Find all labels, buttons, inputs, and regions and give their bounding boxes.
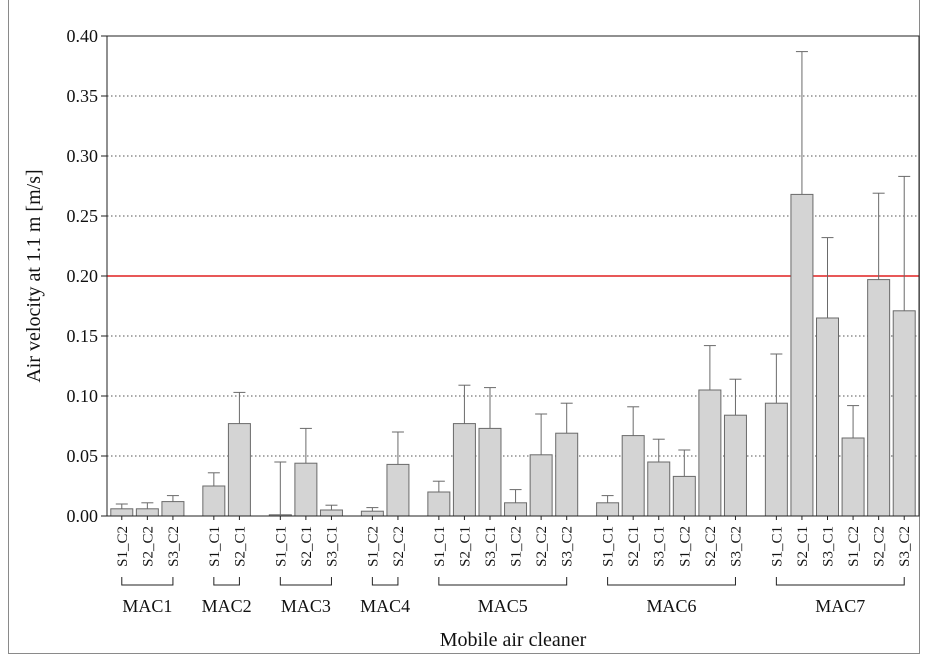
category-label: S3_C1 (483, 526, 499, 567)
group-bracket (279, 577, 332, 586)
bar (360, 510, 384, 517)
bar (723, 414, 747, 517)
category-label: S2_C1 (795, 526, 811, 567)
category-label: S2_C2 (534, 526, 550, 567)
x-axis-label: Mobile air cleaner (440, 629, 587, 651)
group-bracket (607, 577, 736, 586)
group-label: MAC1 (122, 596, 172, 616)
bar (867, 279, 891, 517)
bar (135, 508, 159, 517)
category-label: S1_C1 (769, 526, 785, 567)
bar (764, 402, 788, 517)
category-label: S2_C1 (457, 526, 473, 567)
y-tick-label: 0.05 (67, 446, 99, 466)
bar (555, 432, 579, 517)
category-label: S1_C1 (273, 526, 289, 567)
bar (596, 502, 620, 517)
category-label: S1_C2 (677, 526, 693, 567)
bar (816, 317, 840, 517)
category-label: S2_C1 (232, 526, 248, 567)
group-label: MAC7 (815, 596, 865, 616)
y-tick-label: 0.00 (67, 506, 99, 526)
y-tick-label: 0.40 (67, 26, 99, 46)
bar (319, 509, 343, 517)
axes (101, 35, 920, 520)
bar (621, 435, 645, 517)
bar (647, 461, 671, 517)
category-label: S2_C2 (872, 526, 888, 567)
group-bracket (371, 577, 399, 586)
category-label: S1_C2 (509, 526, 525, 567)
category-label: S3_C1 (821, 526, 837, 567)
y-tick-label: 0.25 (67, 206, 99, 226)
category-label: S2_C2 (391, 526, 407, 567)
category-label: S3_C2 (897, 526, 913, 567)
group-label: MAC6 (647, 596, 697, 616)
bar (452, 423, 476, 517)
group-bracket (775, 577, 905, 586)
y-tick-label: 0.15 (67, 326, 99, 346)
category-label: S2_C2 (703, 526, 719, 567)
bar (790, 193, 814, 517)
category-label: S1_C1 (601, 526, 617, 567)
bars (110, 51, 916, 517)
category-label: S3_C2 (166, 526, 182, 567)
category-label: S2_C2 (140, 526, 156, 567)
bar (161, 501, 185, 517)
category-label: S1_C2 (846, 526, 862, 567)
bar (294, 462, 318, 517)
bar (698, 389, 722, 517)
bar (427, 491, 451, 517)
bar (504, 502, 528, 517)
bar (841, 437, 865, 517)
category-label: S1_C2 (115, 526, 131, 567)
category-label: S1_C2 (365, 526, 381, 567)
y-tick-label: 0.35 (67, 86, 99, 106)
category-label: S3_C1 (324, 526, 340, 567)
category-label: S3_C1 (652, 526, 668, 567)
category-label: S3_C2 (728, 526, 744, 567)
bar (110, 508, 134, 517)
category-label: S1_C1 (207, 526, 223, 567)
category-label: S3_C2 (560, 526, 576, 567)
group-bracket (121, 577, 174, 586)
category-label: S1_C1 (432, 526, 448, 567)
plot-area-border (106, 35, 920, 517)
category-label: S2_C1 (626, 526, 642, 567)
bar (672, 475, 696, 517)
category-label: S2_C1 (299, 526, 315, 567)
y-axis-label: Air velocity at 1.1 m [m/s] (23, 169, 45, 382)
group-label: MAC4 (360, 596, 410, 616)
bar (892, 310, 916, 517)
group-bracket (438, 577, 568, 586)
group-label: MAC5 (478, 596, 528, 616)
bar (386, 463, 410, 517)
y-tick-label: 0.10 (67, 386, 99, 406)
bar (529, 454, 553, 517)
bar (202, 485, 226, 517)
group-label: MAC3 (281, 596, 331, 616)
y-tick-label: 0.20 (67, 266, 99, 286)
bar (478, 427, 502, 517)
bar (227, 423, 251, 517)
group-label: MAC2 (202, 596, 252, 616)
group-bracket (213, 577, 240, 586)
labels: 0.00 0.05 0.10 0.15 0.20 0.25 0.30 0.35 0.40 S1_C… (67, 26, 914, 616)
y-tick-label: 0.30 (67, 146, 99, 166)
